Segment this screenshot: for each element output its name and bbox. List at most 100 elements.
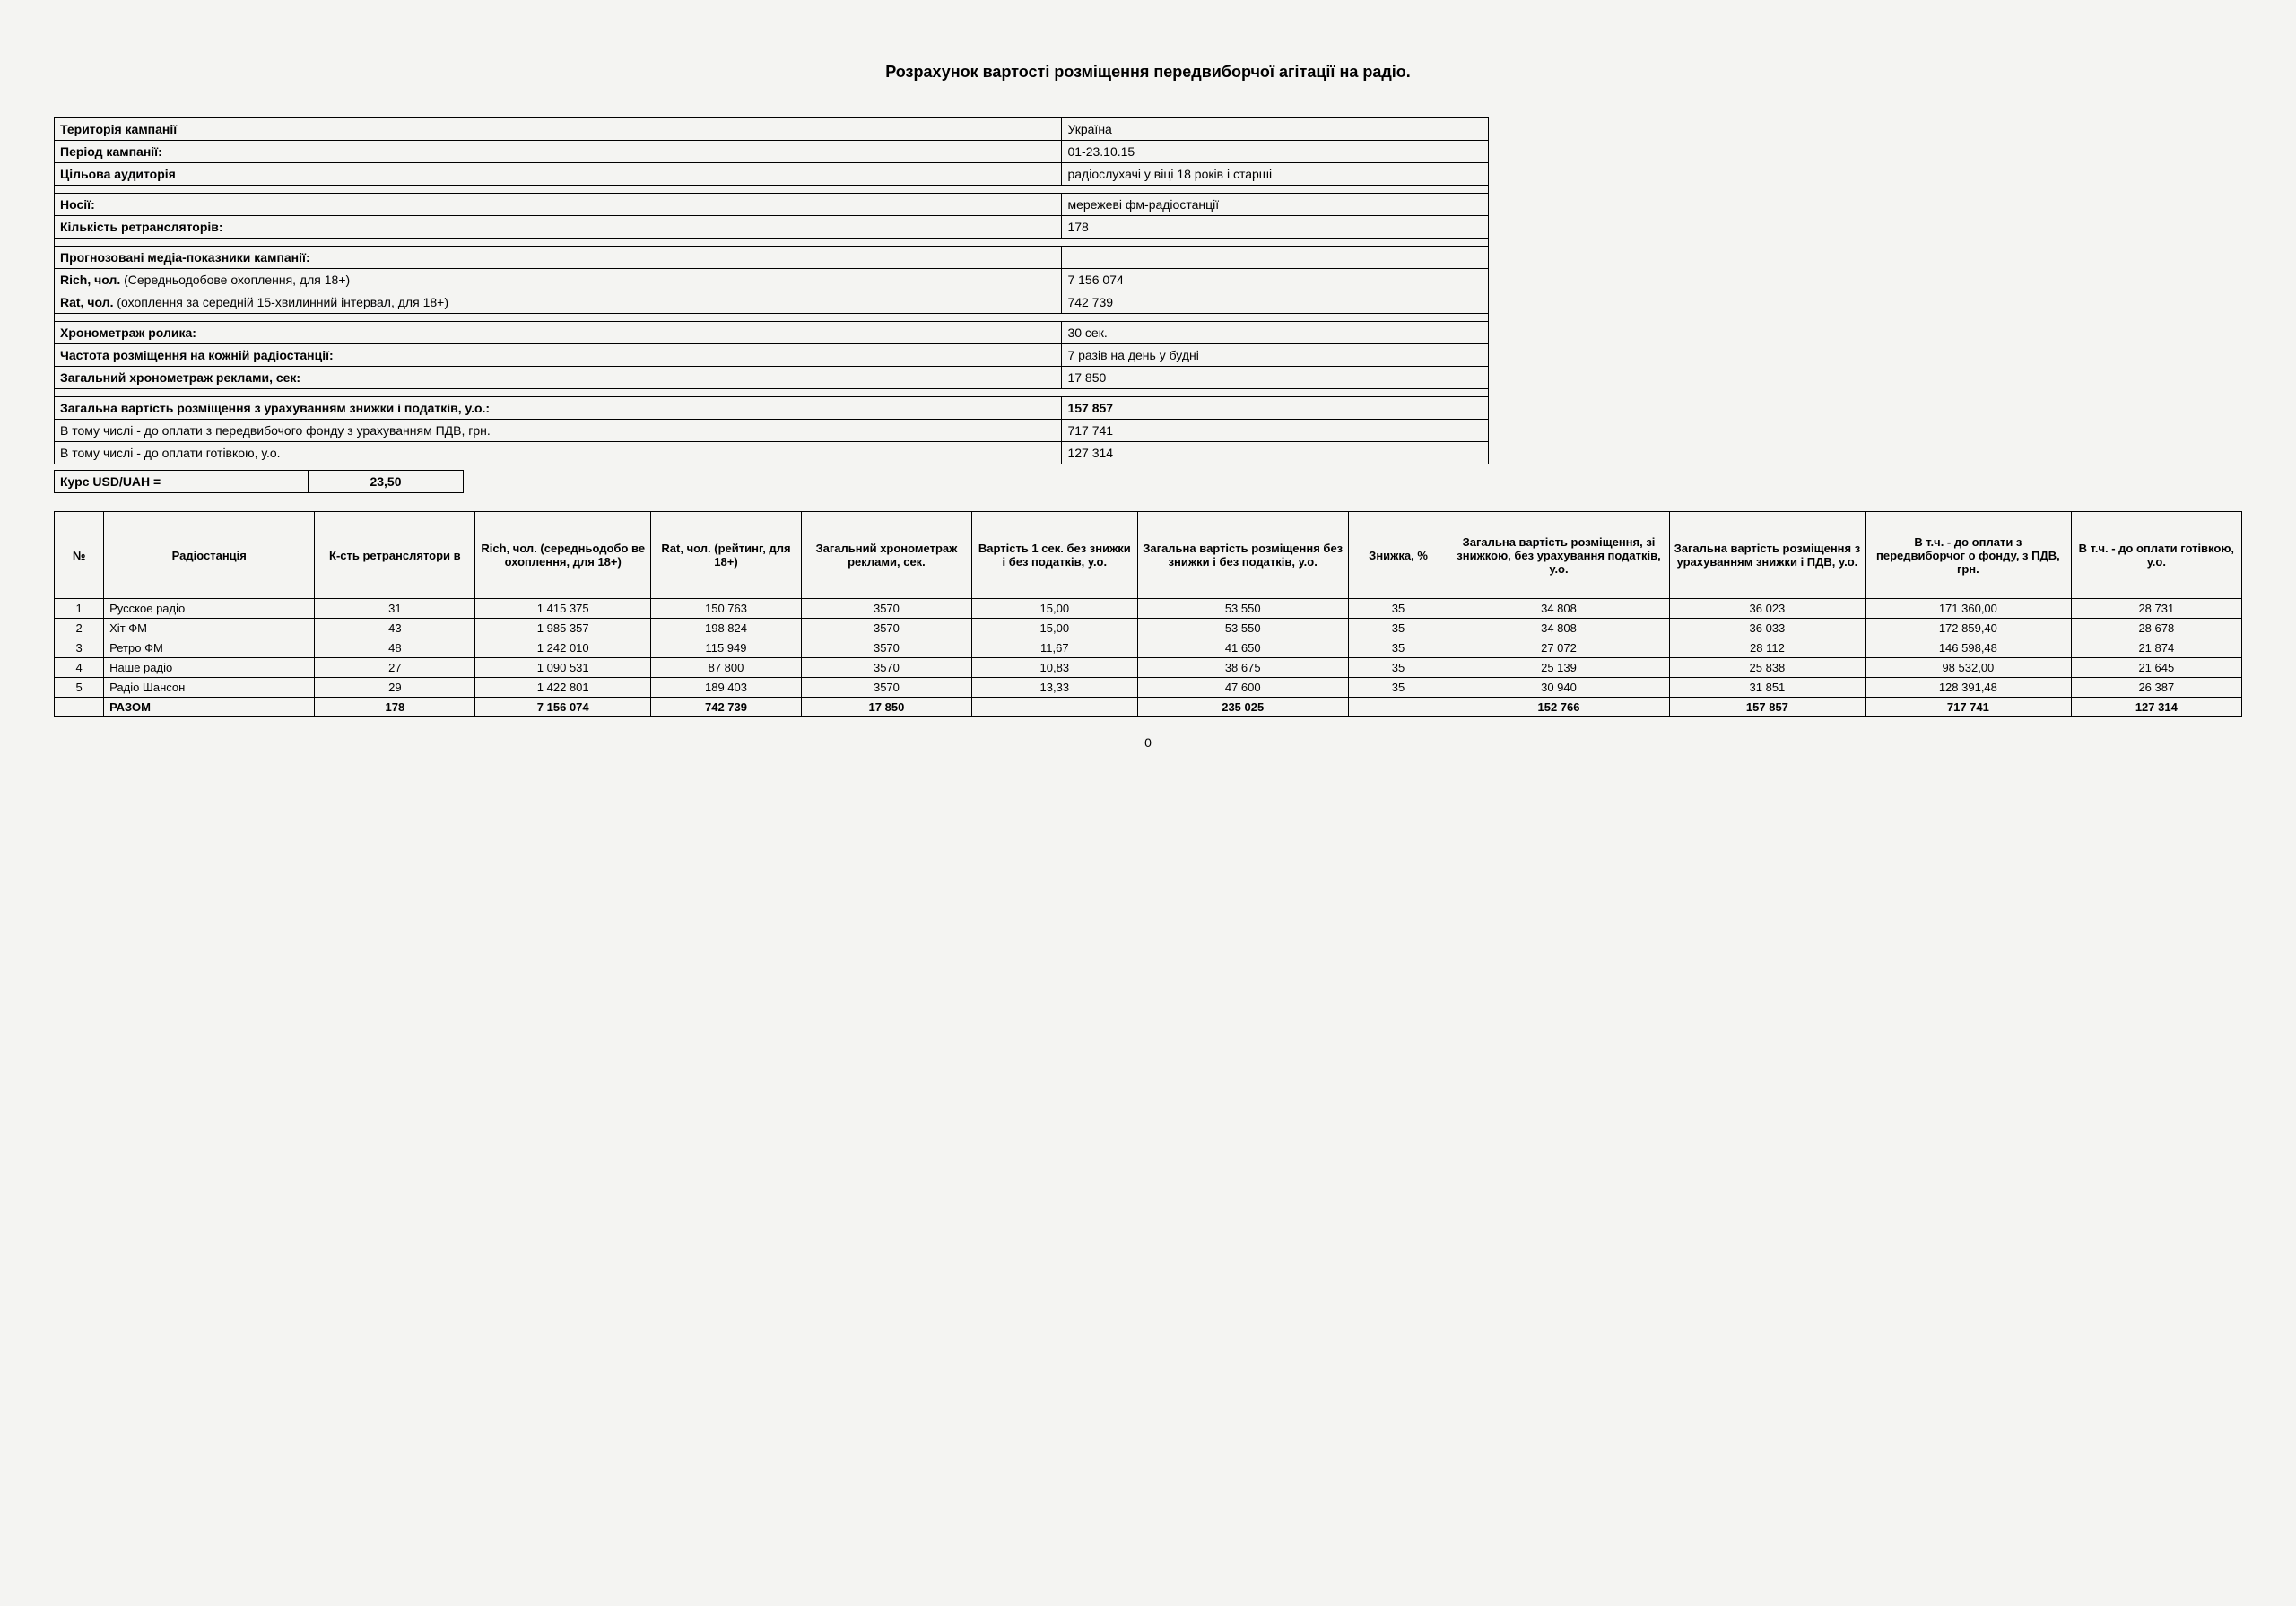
summary-value: 742 739 <box>1062 291 1489 314</box>
table-cell: 189 403 <box>651 678 802 698</box>
blank-row <box>55 314 1489 322</box>
table-cell: 13,33 <box>972 678 1138 698</box>
summary-value: 157 857 <box>1062 397 1489 420</box>
table-cell: 1 985 357 <box>475 619 651 638</box>
table-cell: 34 808 <box>1448 619 1669 638</box>
table-cell: 7 156 074 <box>475 698 651 717</box>
page-title: Розрахунок вартості розміщення передвибо… <box>54 63 2242 82</box>
table-cell: 742 739 <box>651 698 802 717</box>
column-header: № <box>55 512 104 599</box>
table-cell: 35 <box>1348 638 1448 658</box>
table-cell: 21 645 <box>2071 658 2241 678</box>
table-cell: 3570 <box>801 638 971 658</box>
table-cell: 1 <box>55 599 104 619</box>
table-cell: 53 550 <box>1137 599 1348 619</box>
table-cell: 172 859,40 <box>1866 619 2072 638</box>
summary-value: 178 <box>1062 216 1489 239</box>
table-row: 1Русское радіо311 415 375150 763357015,0… <box>55 599 2242 619</box>
table-cell <box>1348 698 1448 717</box>
table-cell: 10,83 <box>972 658 1138 678</box>
column-header: Rich, чол. (середньодобо ве охоплення, д… <box>475 512 651 599</box>
table-cell: 1 242 010 <box>475 638 651 658</box>
summary-value: 17 850 <box>1062 367 1489 389</box>
summary-label: В тому числі - до оплати готівкою, у.о. <box>55 442 1062 464</box>
table-cell: 26 387 <box>2071 678 2241 698</box>
table-cell: 127 314 <box>2071 698 2241 717</box>
column-header: Загальний хронометраж реклами, сек. <box>801 512 971 599</box>
table-cell: 17 850 <box>801 698 971 717</box>
table-cell: 25 838 <box>1669 658 1865 678</box>
table-cell: 1 415 375 <box>475 599 651 619</box>
summary-value: 127 314 <box>1062 442 1489 464</box>
table-cell: 3570 <box>801 619 971 638</box>
column-header: Знижка, % <box>1348 512 1448 599</box>
table-cell: Русское радіо <box>104 599 315 619</box>
table-cell: 717 741 <box>1866 698 2072 717</box>
summary-label: Частота розміщення на кожній радіостанці… <box>55 344 1062 367</box>
table-cell: 87 800 <box>651 658 802 678</box>
table-cell: 27 <box>315 658 475 678</box>
summary-label: Прогнозовані медіа-показники кампанії: <box>55 247 1062 269</box>
table-cell: 36 023 <box>1669 599 1865 619</box>
table-cell: 15,00 <box>972 619 1138 638</box>
table-cell: 53 550 <box>1137 619 1348 638</box>
table-cell: 5 <box>55 678 104 698</box>
summary-table: Територія кампаніїУкраїнаПеріод кампанії… <box>54 117 1489 464</box>
table-cell: 41 650 <box>1137 638 1348 658</box>
column-header: Загальна вартість розміщення, зі знижкою… <box>1448 512 1669 599</box>
table-cell: 31 <box>315 599 475 619</box>
summary-label: Цільова аудиторія <box>55 163 1062 186</box>
table-cell: 48 <box>315 638 475 658</box>
table-cell: 11,67 <box>972 638 1138 658</box>
summary-value: 717 741 <box>1062 420 1489 442</box>
table-cell: 31 851 <box>1669 678 1865 698</box>
table-cell: 98 532,00 <box>1866 658 2072 678</box>
table-cell: 3570 <box>801 599 971 619</box>
summary-value: Україна <box>1062 118 1489 141</box>
table-cell: 2 <box>55 619 104 638</box>
column-header: Загальна вартість розміщення без знижки … <box>1137 512 1348 599</box>
table-cell <box>972 698 1138 717</box>
summary-value: 7 156 074 <box>1062 269 1489 291</box>
table-row: 3Ретро ФМ481 242 010115 949357011,6741 6… <box>55 638 2242 658</box>
summary-value: 7 разів на день у будні <box>1062 344 1489 367</box>
table-cell: 27 072 <box>1448 638 1669 658</box>
table-cell: 4 <box>55 658 104 678</box>
table-cell: 150 763 <box>651 599 802 619</box>
column-header: Rat, чол. (рейтинг, для 18+) <box>651 512 802 599</box>
summary-label: В тому числі - до оплати з передвибочого… <box>55 420 1062 442</box>
summary-label: Rat, чол. (охоплення за середній 15-хвил… <box>55 291 1062 314</box>
table-row: 5Радіо Шансон291 422 801189 403357013,33… <box>55 678 2242 698</box>
summary-label: Територія кампанії <box>55 118 1062 141</box>
blank-row <box>55 186 1489 194</box>
table-cell: 21 874 <box>2071 638 2241 658</box>
column-header: Радіостанція <box>104 512 315 599</box>
table-cell: 43 <box>315 619 475 638</box>
summary-label: Носії: <box>55 194 1062 216</box>
rate-value: 23,50 <box>308 470 464 493</box>
summary-value: 01-23.10.15 <box>1062 141 1489 163</box>
table-cell: 25 139 <box>1448 658 1669 678</box>
table-cell: 171 360,00 <box>1866 599 2072 619</box>
table-cell: 35 <box>1348 619 1448 638</box>
summary-value <box>1062 247 1489 269</box>
table-cell: 235 025 <box>1137 698 1348 717</box>
table-cell: 47 600 <box>1137 678 1348 698</box>
summary-label: Rich, чол. (Середньодобове охоплення, дл… <box>55 269 1062 291</box>
summary-label: Загальний хронометраж реклами, сек: <box>55 367 1062 389</box>
table-cell: 28 731 <box>2071 599 2241 619</box>
table-cell: 38 675 <box>1137 658 1348 678</box>
column-header: В т.ч. - до оплати з передвиборчог о фон… <box>1866 512 2072 599</box>
table-total-row: РАЗОМ1787 156 074742 73917 850235 025152… <box>55 698 2242 717</box>
summary-value: 30 сек. <box>1062 322 1489 344</box>
table-row: 4Наше радіо271 090 53187 800357010,8338 … <box>55 658 2242 678</box>
stations-table: №РадіостанціяК-сть ретранслятори вRich, … <box>54 511 2242 717</box>
summary-label: Кількість ретрансляторів: <box>55 216 1062 239</box>
rate-label: Курс USD/UAH = <box>54 470 308 493</box>
summary-label: Хронометраж ролика: <box>55 322 1062 344</box>
table-cell: 3570 <box>801 658 971 678</box>
table-cell: 35 <box>1348 599 1448 619</box>
table-cell: 157 857 <box>1669 698 1865 717</box>
page-number: 0 <box>54 735 2242 750</box>
table-cell: 28 678 <box>2071 619 2241 638</box>
